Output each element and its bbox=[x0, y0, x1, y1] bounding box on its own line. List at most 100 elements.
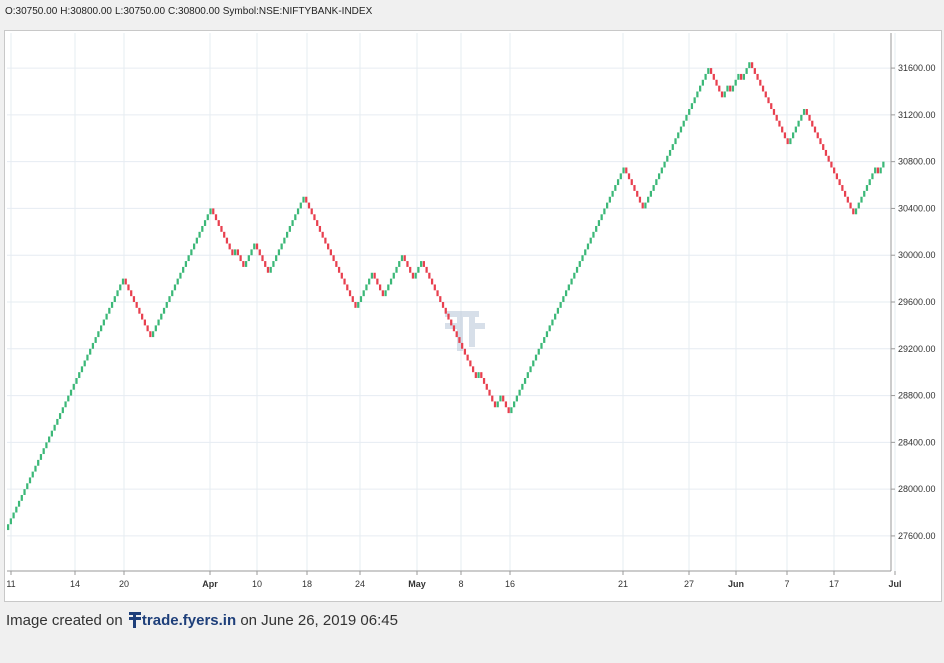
brick-up bbox=[392, 272, 395, 279]
brick-up bbox=[666, 155, 669, 162]
brick-down bbox=[461, 342, 464, 349]
brick-up bbox=[857, 202, 860, 209]
brick-up bbox=[600, 214, 603, 221]
brick-down bbox=[316, 220, 319, 226]
brick-up bbox=[69, 389, 73, 396]
y-tick-label: 29600.00 bbox=[898, 297, 936, 307]
brick-up bbox=[589, 237, 592, 244]
brick-up bbox=[119, 284, 122, 291]
y-tick-label: 31200.00 bbox=[898, 110, 936, 120]
chart-frame[interactable]: 27600.00 28000.00 28400.00 28800.00 29200.00… bbox=[4, 30, 942, 602]
x-tick-label: 10 bbox=[252, 579, 262, 589]
brick-down bbox=[239, 255, 242, 262]
brick-down bbox=[313, 214, 316, 221]
brick-up bbox=[674, 138, 677, 145]
brick-down bbox=[482, 378, 486, 384]
brick-down bbox=[638, 196, 642, 203]
brick-up bbox=[723, 91, 726, 98]
x-tick-label: Jul bbox=[888, 579, 901, 589]
brick-up bbox=[48, 436, 51, 443]
brick-down bbox=[740, 73, 743, 80]
x-tick-label: 21 bbox=[618, 579, 628, 589]
brick-up bbox=[187, 255, 190, 262]
brick-up bbox=[173, 284, 177, 291]
brick-down bbox=[146, 325, 149, 332]
brick-down bbox=[332, 255, 335, 262]
brick-up bbox=[296, 208, 300, 215]
brick-down bbox=[444, 307, 447, 314]
brick-down bbox=[718, 85, 721, 92]
brick-down bbox=[343, 278, 346, 285]
brick-down bbox=[376, 278, 379, 285]
brick-up bbox=[58, 413, 62, 419]
y-tick-label: 31600.00 bbox=[898, 63, 936, 73]
footer-prefix: Image created on bbox=[6, 612, 123, 629]
brick-down bbox=[778, 120, 781, 127]
brick-down bbox=[775, 114, 778, 121]
brick-up bbox=[616, 179, 620, 186]
brick-up bbox=[734, 79, 737, 86]
footer-brand-link[interactable]: trade.fyers.in bbox=[141, 612, 237, 629]
brick-down bbox=[135, 302, 138, 308]
brick-down bbox=[838, 179, 841, 186]
brick-up bbox=[584, 249, 587, 256]
brick-down bbox=[124, 278, 127, 285]
brick-down bbox=[712, 73, 715, 80]
brick-up bbox=[28, 477, 32, 484]
high-value: H:30800.00 bbox=[60, 6, 112, 17]
brick-down bbox=[354, 302, 357, 308]
y-tick-label: 28400.00 bbox=[898, 437, 936, 447]
brick-up bbox=[693, 97, 696, 104]
brick-down bbox=[141, 313, 144, 320]
brick-up bbox=[701, 79, 704, 86]
brick-up bbox=[121, 278, 125, 285]
brick-down bbox=[439, 296, 442, 302]
brick-up bbox=[17, 500, 21, 507]
brick-down bbox=[143, 319, 146, 326]
brick-up bbox=[61, 407, 64, 414]
brick-up bbox=[595, 225, 598, 232]
brick-down bbox=[264, 261, 267, 267]
brick-down bbox=[783, 132, 787, 139]
brick-up bbox=[39, 454, 43, 460]
brick-up bbox=[7, 524, 10, 531]
brick-down bbox=[225, 237, 229, 244]
brick-up bbox=[206, 214, 209, 221]
brick-up bbox=[581, 255, 584, 262]
brick-up bbox=[540, 342, 543, 349]
brick-down bbox=[813, 126, 817, 133]
brick-up bbox=[80, 366, 84, 373]
brick-up bbox=[518, 389, 521, 396]
brick-down bbox=[329, 249, 332, 256]
brick-down bbox=[324, 237, 327, 244]
brick-down bbox=[425, 266, 428, 273]
brick-up bbox=[269, 266, 272, 273]
brick-up bbox=[294, 214, 297, 221]
brick-up bbox=[198, 231, 201, 238]
brick-up bbox=[102, 319, 105, 326]
brick-up bbox=[113, 296, 116, 302]
brick-down bbox=[630, 179, 633, 186]
brick-up bbox=[67, 395, 70, 402]
x-tick-label: 8 bbox=[458, 579, 463, 589]
brick-up bbox=[50, 430, 53, 437]
x-tick-label: 11 bbox=[6, 579, 15, 589]
brick-up bbox=[365, 284, 368, 291]
brick-up bbox=[116, 290, 119, 297]
brick-up bbox=[619, 173, 622, 180]
brick-down bbox=[805, 109, 808, 115]
brick-up bbox=[523, 378, 527, 384]
y-axis: 27600.00 28000.00 28400.00 28800.00 29200.00… bbox=[890, 33, 936, 571]
x-tick-label: 17 bbox=[829, 579, 839, 589]
renko-chart[interactable]: 27600.00 28000.00 28400.00 28800.00 29200.00… bbox=[5, 31, 941, 601]
brick-down bbox=[318, 225, 322, 232]
brick-up bbox=[247, 255, 250, 262]
y-tick-label: 27600.00 bbox=[898, 531, 936, 541]
brick-up bbox=[499, 395, 502, 402]
y-tick-label: 30000.00 bbox=[898, 250, 936, 260]
brick-down bbox=[450, 319, 453, 326]
brick-up bbox=[682, 120, 685, 127]
x-tick-label: Apr bbox=[202, 579, 218, 589]
x-axis: 11 14 20 Apr 10 18 24 May 8 16 21 27 Jun 7 17 Jul bbox=[6, 570, 902, 589]
brick-up bbox=[398, 261, 401, 267]
